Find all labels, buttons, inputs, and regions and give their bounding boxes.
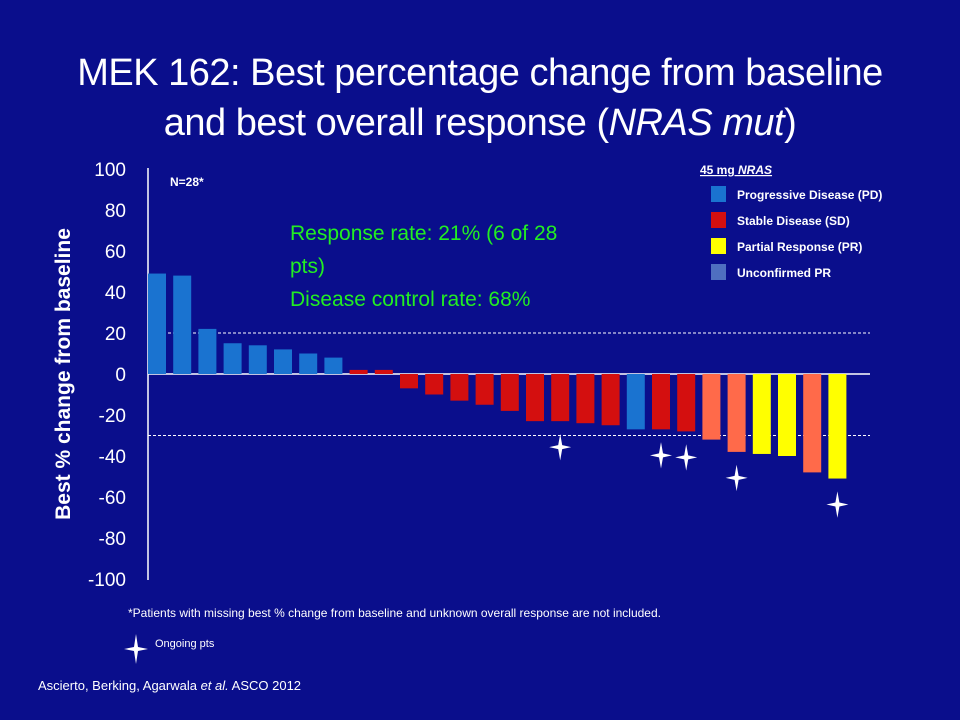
bar — [148, 273, 166, 374]
ongoing-star-marker — [549, 433, 572, 461]
footnote: *Patients with missing best % change fro… — [128, 606, 661, 620]
bar — [299, 353, 318, 374]
bar — [752, 374, 771, 454]
bar — [677, 374, 696, 432]
legend-swatch — [711, 186, 726, 202]
y-tick-label: 40 — [105, 283, 126, 304]
bar — [576, 374, 595, 424]
title-mutation: NRAS mut — [608, 102, 785, 144]
title-line-1: MEK 162: Best percentage change from bas… — [77, 52, 883, 94]
citation: Ascierto, Berking, Agarwala et al. ASCO … — [38, 678, 301, 693]
legend-label: Progressive Disease (PD) — [737, 188, 882, 202]
bar — [475, 374, 494, 405]
legend-title-italic: NRAS — [738, 163, 772, 177]
title-line-2: and best overall response (NRAS mut) — [0, 98, 960, 148]
disease-control-rate: Disease control rate: 68% — [290, 288, 530, 311]
response-rate-line1: Response rate: 21% (6 of 28 — [290, 222, 557, 245]
y-tick-label: 80 — [105, 201, 126, 222]
y-tick-label: -60 — [99, 488, 126, 509]
bar — [652, 374, 670, 430]
ongoing-markers — [549, 433, 849, 518]
bar — [500, 374, 519, 411]
y-tick-label: 60 — [105, 242, 126, 263]
bar — [274, 349, 292, 374]
citation-venue: ASCO 2012 — [228, 678, 302, 693]
bar — [803, 374, 822, 473]
ongoing-star-marker — [826, 491, 849, 518]
legend-label: Stable Disease (SD) — [737, 214, 850, 228]
bar — [601, 374, 620, 426]
y-tick-label: 100 — [94, 160, 126, 181]
legend-title: 45 mg NRAS — [700, 163, 772, 177]
y-tick-label: -100 — [88, 570, 126, 591]
bars — [148, 273, 847, 479]
title-line-2-pre: and best overall response ( — [163, 102, 609, 144]
bar — [324, 357, 343, 374]
bar — [702, 374, 721, 440]
legend-label: Unconfirmed PR — [737, 266, 831, 280]
bar — [727, 374, 746, 452]
ongoing-star-marker — [675, 444, 698, 471]
bar — [223, 343, 242, 374]
reference-lines — [148, 332, 870, 436]
ongoing-label: Ongoing pts — [155, 638, 215, 650]
y-tick-label: -80 — [99, 529, 126, 550]
title-line-2-post: ) — [784, 102, 797, 144]
bar — [400, 374, 418, 389]
bar — [248, 345, 267, 374]
bar — [551, 374, 570, 422]
bar — [828, 374, 847, 479]
response-rate-line2: pts) — [290, 255, 325, 278]
annotation-block: Response rate: 21% (6 of 28 pts) Disease… — [290, 222, 557, 311]
y-axis-label: Best % change from baseline — [52, 228, 75, 520]
bar — [425, 374, 444, 395]
bar — [374, 369, 393, 374]
citation-authors: Ascierto, Berking, Agarwala — [38, 678, 201, 693]
bar — [450, 374, 469, 401]
legend-title-pre: 45 mg — [700, 163, 738, 177]
ongoing-star-marker — [725, 464, 748, 492]
y-tick-label: 20 — [105, 324, 126, 345]
ongoing-star-marker — [650, 442, 672, 469]
bar — [526, 374, 544, 422]
legend: 45 mg NRAS Progressive Disease (PD) Stabl… — [700, 163, 882, 280]
citation-etal: et al. — [200, 678, 229, 693]
ongoing-star-icon — [124, 634, 148, 664]
y-tick-label: -20 — [99, 406, 126, 427]
y-tick-label: -40 — [99, 447, 126, 468]
legend-label: Partial Response (PR) — [737, 240, 862, 254]
bar — [198, 328, 217, 374]
y-tick-label: 0 — [115, 365, 126, 386]
y-tick-labels: 100 80 60 40 20 0 -20 -40 -60 -80 -100 — [88, 160, 126, 591]
bar — [349, 369, 368, 374]
legend-swatch — [711, 212, 726, 228]
slide-title: MEK 162: Best percentage change from bas… — [0, 48, 960, 148]
bar — [626, 374, 645, 430]
bar — [778, 374, 796, 456]
bar — [173, 275, 192, 374]
n-label: N=28* — [170, 175, 204, 189]
legend-swatch — [711, 238, 726, 254]
legend-swatch — [711, 264, 726, 280]
